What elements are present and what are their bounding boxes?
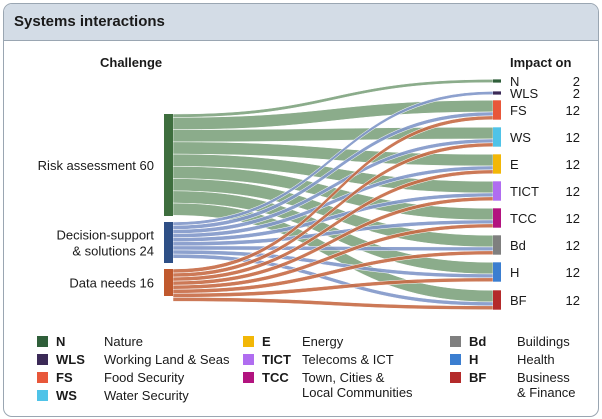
target-value-bd: 12 <box>566 238 580 253</box>
target-code-e: E <box>510 157 519 172</box>
source-label: Data needs 16 <box>69 276 154 291</box>
target-value-h: 12 <box>566 265 580 280</box>
source-label-line2: & solutions 24 <box>72 244 154 259</box>
target-code-tcc: TCC <box>510 211 537 226</box>
target-value-e: 12 <box>566 157 580 172</box>
source-label: Decision-support <box>56 228 154 243</box>
target-node-e <box>493 154 501 174</box>
source-node-risk-assessment <box>164 114 173 216</box>
target-value-wls: 2 <box>573 86 580 101</box>
challenge-header: Challenge <box>100 55 162 70</box>
target-code-bd: Bd <box>510 238 526 253</box>
target-node-fs <box>493 100 501 120</box>
target-node-h <box>493 262 501 282</box>
source-label: Risk assessment 60 <box>38 158 154 173</box>
flow-data-needs-to-fs <box>172 115 494 274</box>
target-code-h: H <box>510 265 519 280</box>
target-code-n: N <box>510 74 519 89</box>
panel-title: Systems interactions <box>14 13 165 30</box>
target-code-fs: FS <box>510 103 527 118</box>
target-value-tict: 12 <box>566 184 580 199</box>
target-node-wls <box>493 91 501 95</box>
source-node-decision-support <box>164 222 173 263</box>
target-value-n: 2 <box>573 74 580 89</box>
sankey-diagram: Risk assessment 60 Decision-support& solu… <box>38 55 580 310</box>
target-node-tcc <box>493 208 501 228</box>
target-code-ws: WS <box>510 130 531 145</box>
target-value-tcc: 12 <box>566 211 580 226</box>
impact-header: Impact on <box>510 55 571 70</box>
target-node-ws <box>493 127 501 147</box>
target-code-tict: TICT <box>510 184 539 199</box>
systems-interactions-panel: Systems interactions Risk assessment 60 D… <box>3 3 599 417</box>
flow-risk-assessment-to-ws <box>172 127 494 143</box>
flow-decision-support-to-bd <box>172 245 494 252</box>
target-value-bf: 12 <box>566 293 580 308</box>
target-node-tict <box>493 181 501 201</box>
target-node-n <box>493 79 501 83</box>
target-node-bf <box>493 290 501 310</box>
title-bar: Systems interactions <box>4 4 598 41</box>
target-value-fs: 12 <box>566 103 580 118</box>
source-node-data-needs <box>164 269 173 296</box>
target-node-bd <box>493 235 501 255</box>
target-code-wls: WLS <box>510 86 539 101</box>
target-code-bf: BF <box>510 293 527 308</box>
target-value-ws: 12 <box>566 130 580 145</box>
